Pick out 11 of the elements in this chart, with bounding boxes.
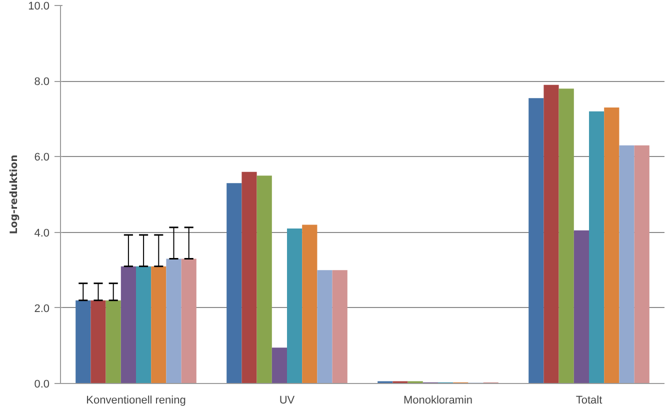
y-tick-label: 4.0 (34, 227, 50, 240)
y-tick-label: 8.0 (34, 76, 50, 88)
x-tick-label: UV (279, 394, 296, 406)
y-axis-title: Log-reduktion (9, 154, 20, 234)
y-tick-label: 0.0 (34, 378, 50, 390)
x-tick-label: Totalt (576, 394, 602, 406)
y-tick-label: 10.0 (28, 0, 50, 12)
x-tick-label: Konventionell rening (86, 394, 186, 406)
y-tick-label: 2.0 (34, 302, 50, 315)
x-tick-label: Monokloramin (403, 394, 473, 406)
y-tick-label: 6.0 (34, 152, 50, 164)
